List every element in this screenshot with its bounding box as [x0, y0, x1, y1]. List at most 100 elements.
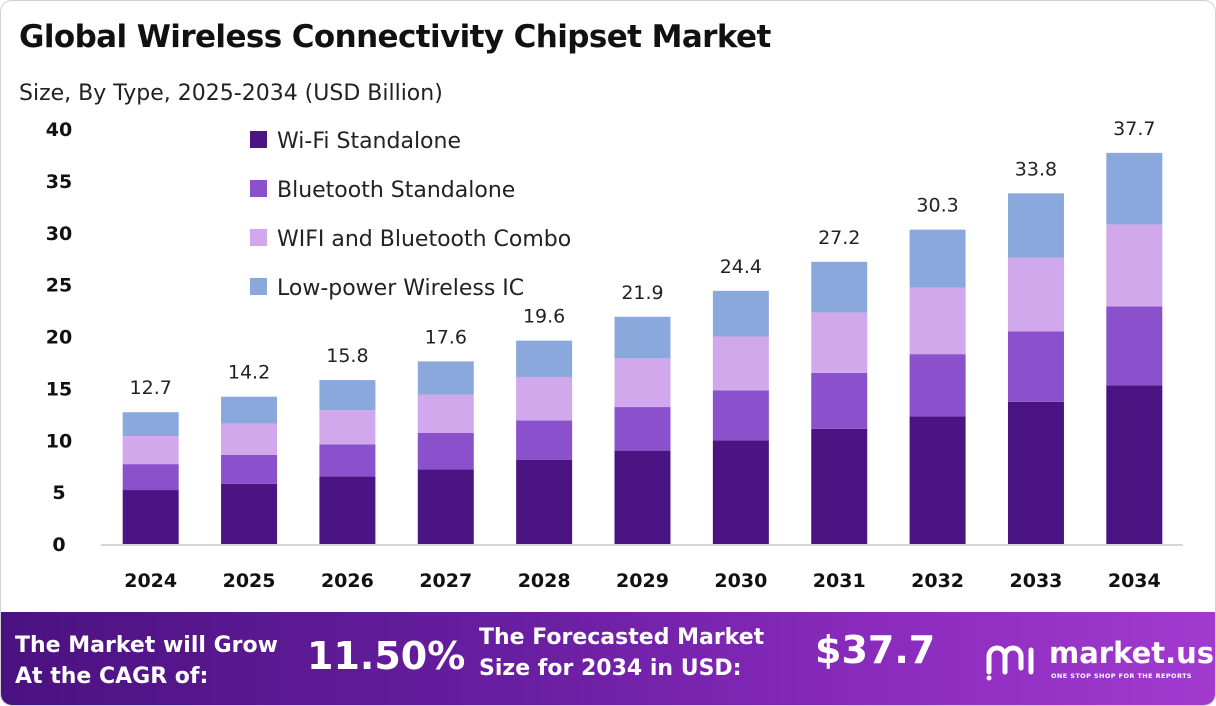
y-tick-label: 0: [52, 534, 65, 556]
x-tick-label: 2034: [1108, 570, 1161, 592]
y-tick-label: 40: [46, 119, 72, 141]
bar-stack-2028: [516, 340, 573, 544]
bar-segment-low-power-wireless-ic: [516, 340, 573, 377]
x-tick-label: 2028: [518, 570, 571, 592]
bar-stack-2034: [1106, 152, 1163, 544]
bar-segment-bluetooth-standalone: [122, 464, 179, 491]
x-tick-label: 2031: [813, 570, 866, 592]
bar-segment-wifi-standalone: [319, 476, 376, 544]
cagr-value: 11.50%: [307, 634, 466, 678]
bar-segment-bluetooth-standalone: [417, 432, 474, 470]
bar-segment-bluetooth-standalone: [614, 407, 671, 451]
total-label: 24.4: [720, 256, 762, 278]
bar-segment-wifi-bluetooth-combo: [122, 436, 179, 465]
y-tick-label: 25: [46, 275, 72, 297]
bar-stack-2032: [909, 229, 966, 544]
bar-segment-low-power-wireless-ic: [909, 229, 966, 288]
bar-segment-bluetooth-standalone: [1106, 306, 1163, 386]
market-us-logo-icon: [986, 645, 1034, 681]
y-tick-label: 35: [46, 171, 72, 193]
forecast-label-line1: The Forecasted Market: [479, 625, 765, 650]
bar-segment-wifi-standalone: [1007, 401, 1064, 544]
bar-segment-low-power-wireless-ic: [811, 261, 868, 313]
total-label: 33.8: [1015, 158, 1057, 180]
y-tick-label: 10: [46, 430, 72, 452]
bar-segment-wifi-standalone: [221, 483, 278, 544]
bar-segment-low-power-wireless-ic: [712, 290, 769, 337]
bar-stacks: [122, 152, 1163, 544]
total-label: 14.2: [228, 362, 270, 384]
bar-stack-2026: [319, 380, 376, 544]
bar-segment-wifi-standalone: [614, 450, 671, 544]
bar-segment-low-power-wireless-ic: [1106, 152, 1163, 225]
bar-segment-wifi-bluetooth-combo: [221, 423, 278, 455]
bar-segment-wifi-standalone: [909, 416, 966, 544]
bar-segment-wifi-bluetooth-combo: [516, 376, 573, 421]
bar-segment-wifi-bluetooth-combo: [811, 312, 868, 373]
bar-segment-low-power-wireless-ic: [319, 380, 376, 411]
bar-segment-bluetooth-standalone: [516, 420, 573, 460]
bar-segment-wifi-standalone: [712, 440, 769, 544]
legend-swatch: [250, 278, 267, 295]
chart-subtitle: Size, By Type, 2025-2034 (USD Billion): [19, 81, 443, 106]
y-tick-label: 20: [46, 327, 72, 349]
x-tick-label: 2032: [911, 570, 964, 592]
legend-swatch: [250, 180, 267, 197]
bar-segment-wifi-bluetooth-combo: [909, 287, 966, 355]
bar-segment-low-power-wireless-ic: [122, 412, 179, 437]
x-axis-ticks: 2024 2025 2026 2027 2028 2029 2030 2031 2032 2033…: [124, 570, 1161, 592]
bar-segment-wifi-standalone: [122, 490, 179, 544]
bar-stack-2030: [712, 290, 769, 544]
x-tick-label: 2026: [321, 570, 374, 592]
bar-segment-bluetooth-standalone: [909, 354, 966, 417]
bar-segment-wifi-bluetooth-combo: [417, 394, 474, 433]
total-label: 21.9: [621, 282, 663, 304]
bar-segment-low-power-wireless-ic: [614, 316, 671, 359]
legend-swatch: [250, 229, 267, 246]
cagr-label-line2: At the CAGR of:: [15, 664, 209, 689]
bar-segment-wifi-bluetooth-combo: [614, 358, 671, 408]
bar-stack-2025: [221, 396, 278, 544]
total-label: 37.7: [1113, 118, 1155, 140]
y-tick-label: 15: [46, 378, 72, 400]
brand-logo: market.us ONE STOP SHOP FOR THE REPORTS: [985, 634, 1214, 686]
bar-stack-2027: [417, 361, 474, 544]
bar-segment-low-power-wireless-ic: [417, 361, 474, 395]
bar-segment-wifi-bluetooth-combo: [712, 336, 769, 391]
bar-segment-wifi-standalone: [1106, 385, 1163, 544]
bar-segment-bluetooth-standalone: [712, 390, 769, 441]
total-label: 30.3: [916, 195, 958, 217]
total-label: 27.2: [818, 227, 860, 249]
chart-title: Global Wireless Connectivity Chipset Mar…: [19, 19, 771, 55]
total-labels: 12.7 14.2 15.8 17.6 19.6 21.9 24.4 27.2 30.3 33.8…: [130, 118, 1156, 399]
total-label: 12.7: [130, 377, 172, 399]
legend-item: Wi-Fi Standalone: [250, 129, 461, 154]
bar-stack-2024: [122, 412, 179, 544]
legend-label: Bluetooth Standalone: [277, 178, 515, 203]
y-axis-ticks: 0 5 10 15 20 25 30 35 40: [46, 119, 72, 556]
bar-stack-2029: [614, 316, 671, 544]
x-tick-label: 2029: [616, 570, 669, 592]
bar-segment-wifi-bluetooth-combo: [319, 410, 376, 445]
cagr-label: The Market will Grow At the CAGR of:: [15, 630, 278, 692]
x-tick-label: 2024: [124, 570, 177, 592]
legend-swatch: [250, 131, 267, 148]
bar-segment-low-power-wireless-ic: [1007, 193, 1064, 258]
legend-item: Low-power Wireless IC: [250, 276, 524, 301]
forecast-label: The Forecasted Market Size for 2034 in U…: [479, 622, 764, 684]
y-tick-label: 5: [52, 482, 65, 504]
bar-segment-bluetooth-standalone: [811, 372, 868, 429]
bar-stack-2033: [1007, 193, 1064, 544]
cagr-label-line1: The Market will Grow: [15, 633, 278, 658]
bar-segment-low-power-wireless-ic: [221, 396, 278, 424]
x-tick-label: 2030: [714, 570, 767, 592]
total-label: 17.6: [425, 326, 467, 348]
forecast-label-line2: Size for 2034 in USD:: [479, 656, 742, 681]
bar-segment-wifi-standalone: [417, 469, 474, 544]
footer-banner: The Market will Grow At the CAGR of: 11.…: [1, 612, 1215, 705]
legend: Wi-Fi Standalone Bluetooth Standalone WIFI…: [250, 129, 571, 301]
legend-label: WIFI and Bluetooth Combo: [277, 227, 571, 252]
bar-segment-wifi-bluetooth-combo: [1007, 257, 1064, 332]
